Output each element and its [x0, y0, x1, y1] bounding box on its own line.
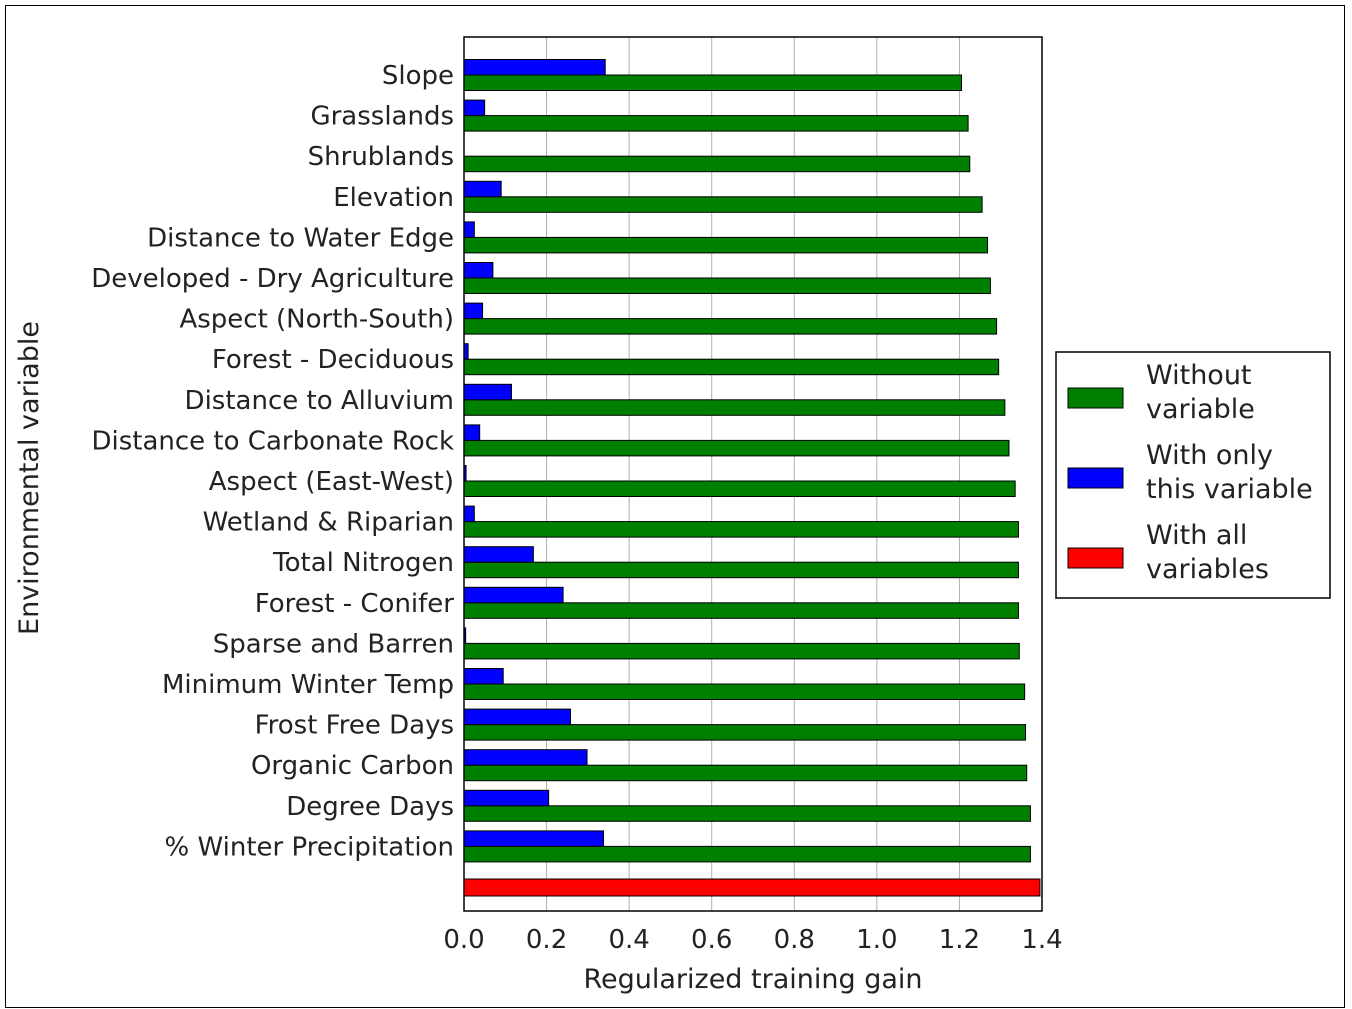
bar-without-variable	[463, 602, 1019, 619]
bar-with-only-variable	[463, 668, 504, 685]
y-tick-label: Forest - Deciduous	[212, 345, 454, 375]
y-tick-label: Distance to Alluvium	[185, 386, 454, 416]
y-tick-label: Elevation	[333, 183, 454, 213]
x-tick-label: 0.2	[526, 925, 567, 955]
bar-without-variable	[463, 805, 1031, 822]
bar-without-variable	[463, 236, 989, 254]
legend-label: variable	[1146, 394, 1255, 425]
x-tick-label: 0.6	[691, 925, 732, 955]
bar-with-all-variables	[463, 878, 1041, 897]
x-tick-label: 1.2	[939, 925, 980, 955]
y-tick-label: Forest - Conifer	[255, 589, 455, 619]
legend-swatch	[1067, 547, 1124, 569]
bar-without-variable	[463, 724, 1026, 741]
y-tick-label: Total Nitrogen	[272, 548, 454, 578]
y-tick-label: Aspect (North-South)	[179, 305, 454, 335]
bar-with-only-variable	[463, 424, 481, 441]
bar-without-variable	[463, 480, 1016, 497]
bar-without-variable	[463, 358, 1000, 376]
bar-without-variable	[463, 318, 998, 335]
bars	[463, 59, 1041, 897]
y-tick-label: Distance to Water Edge	[147, 223, 454, 253]
bar-with-only-variable	[463, 830, 605, 847]
y-tick-label: Grasslands	[310, 102, 454, 132]
x-tick-labels: 0.0 0.2 0.4 0.6 0.8 1.0 1.2 1.4	[443, 925, 1062, 955]
bar-with-only-variable	[463, 789, 550, 807]
bar-with-only-variable	[463, 302, 484, 320]
bar-with-only-variable	[463, 262, 494, 279]
bar-without-variable	[463, 277, 991, 294]
legend-label: variables	[1146, 554, 1269, 585]
y-tick-labels: Slope Grasslands Shrublands Elevation Distan…	[91, 61, 454, 862]
bar-with-only-variable	[463, 749, 588, 766]
y-tick-label: Wetland & Riparian	[203, 508, 454, 538]
bar-with-only-variable	[463, 708, 572, 726]
y-tick-label: Organic Carbon	[251, 751, 454, 781]
x-tick-label: 0.0	[443, 925, 484, 955]
legend-label: With only	[1146, 440, 1273, 471]
bar-without-variable	[463, 845, 1031, 863]
bar-without-variable	[463, 155, 971, 173]
y-axis-label: Environmental variable	[14, 321, 45, 635]
y-tick-label: Sparse and Barren	[213, 629, 454, 659]
y-tick-label: Frost Free Days	[255, 711, 454, 741]
bar-without-variable	[463, 521, 1019, 538]
bar-without-variable	[463, 561, 1019, 579]
bar-with-only-variable	[463, 221, 475, 238]
y-tick-label: Shrublands	[308, 142, 454, 172]
bar-without-variable	[463, 439, 1010, 457]
y-tick-label: % Winter Precipitation	[165, 832, 454, 862]
x-tick-label: 1.4	[1021, 925, 1062, 955]
bar-with-only-variable	[463, 546, 534, 563]
y-tick-label: Degree Days	[286, 792, 454, 822]
bar-with-only-variable	[463, 383, 512, 401]
y-tick-label: Distance to Carbonate Rock	[91, 426, 454, 456]
plot-area	[463, 36, 1043, 912]
bar-without-variable	[463, 115, 969, 132]
bar-without-variable	[463, 764, 1028, 782]
bar-without-variable	[463, 683, 1026, 700]
legend-swatch	[1067, 387, 1124, 409]
x-tick-label: 1.0	[856, 925, 897, 955]
bar-without-variable	[463, 74, 962, 91]
bar-with-only-variable	[463, 99, 486, 117]
y-tick-label: Minimum Winter Temp	[162, 670, 454, 700]
x-axis-label: Regularized training gain	[583, 964, 922, 995]
y-tick-label: Slope	[382, 61, 454, 91]
bar-without-variable	[463, 196, 983, 213]
legend-swatch	[1067, 467, 1124, 489]
bar-with-only-variable	[463, 586, 564, 604]
y-tick-label: Developed - Dry Agriculture	[91, 264, 454, 294]
bar-without-variable	[463, 399, 1006, 416]
x-tick-label: 0.8	[774, 925, 815, 955]
x-tick-label: 0.4	[608, 925, 649, 955]
legend-label: this variable	[1146, 474, 1313, 505]
y-tick-label: Aspect (East-West)	[209, 467, 454, 497]
bar-with-only-variable	[463, 59, 606, 76]
bar-with-only-variable	[463, 180, 502, 198]
legend-label: With all	[1146, 520, 1247, 551]
bar-with-only-variable	[463, 505, 475, 523]
bar-without-variable	[463, 642, 1020, 660]
legend-label: Without	[1146, 360, 1252, 391]
